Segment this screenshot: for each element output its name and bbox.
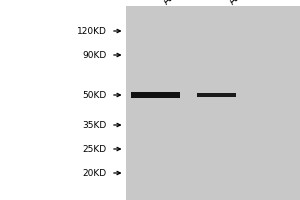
- Text: 25KD: 25KD: [82, 144, 106, 154]
- Text: 20KD: 20KD: [82, 168, 106, 178]
- Text: A375: A375: [227, 0, 252, 6]
- Text: 35KD: 35KD: [82, 120, 106, 130]
- Bar: [130, 92, 180, 98]
- Bar: [126, 6, 300, 200]
- Text: A2780: A2780: [161, 0, 190, 6]
- Text: 50KD: 50KD: [82, 90, 106, 99]
- Text: 90KD: 90KD: [82, 50, 106, 60]
- Text: 120KD: 120KD: [76, 26, 106, 36]
- Bar: [196, 93, 236, 97]
